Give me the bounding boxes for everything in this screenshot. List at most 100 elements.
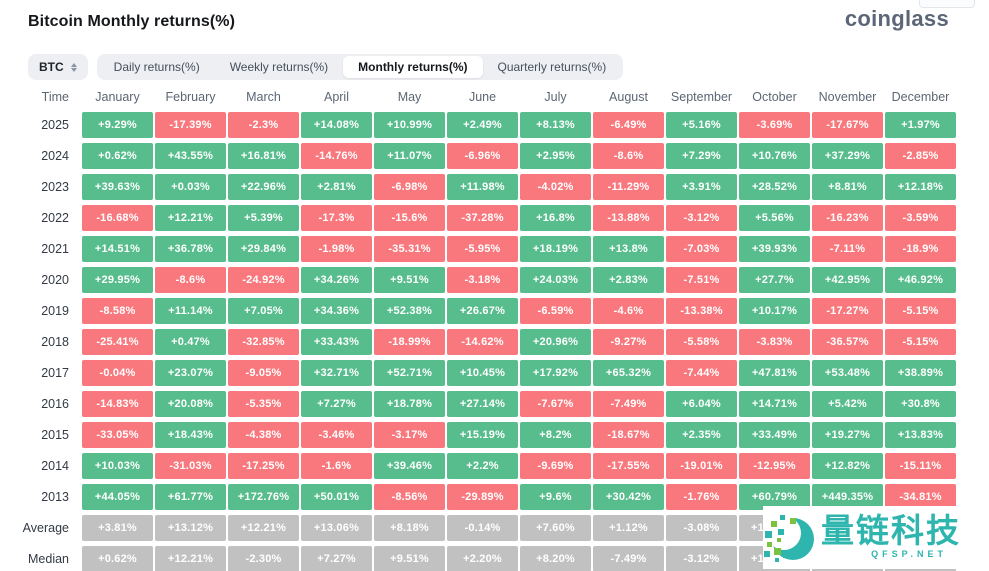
return-cell: -8.58% — [82, 298, 153, 324]
tab-quarterly[interactable]: Quarterly returns(%) — [497, 60, 607, 74]
return-cell: +10.03% — [82, 453, 153, 479]
return-cell: -36.57% — [812, 329, 883, 355]
row-label: 2014 — [41, 459, 69, 473]
return-cell: +8.13% — [520, 112, 591, 138]
return-cell: -8.6% — [155, 267, 226, 293]
return-cell: -24.92% — [228, 267, 299, 293]
return-cell: -6.96% — [447, 143, 518, 169]
return-cell: +12.18% — [885, 174, 956, 200]
return-cell: +10.76% — [739, 143, 810, 169]
return-cell: +16.8% — [520, 205, 591, 231]
return-cell: +15.19% — [447, 422, 518, 448]
return-cell: -7.44% — [666, 360, 737, 386]
watermark-subtext: QFSP.NET — [871, 549, 947, 559]
return-cell: +6.04% — [666, 391, 737, 417]
return-cell: +30.8% — [885, 391, 956, 417]
return-cell: -15.6% — [374, 205, 445, 231]
tab-monthly[interactable]: Monthly returns(%) — [343, 56, 483, 78]
return-cell: +9.51% — [374, 546, 445, 571]
return-cell: -14.62% — [447, 329, 518, 355]
return-cell: -18.9% — [885, 236, 956, 262]
month-header: April — [323, 90, 349, 104]
return-cell: -15.11% — [885, 453, 956, 479]
return-cell: +10.45% — [447, 360, 518, 386]
return-cell: +33.43% — [301, 329, 372, 355]
return-cell: -12.95% — [739, 453, 810, 479]
return-cell: -7.51% — [666, 267, 737, 293]
row-label: 2018 — [41, 335, 69, 349]
return-cell: -3.12% — [666, 205, 737, 231]
row-label: 2024 — [41, 149, 69, 163]
return-cell: -7.67% — [520, 391, 591, 417]
return-cell: -2.30% — [228, 546, 299, 571]
month-header: August — [609, 90, 648, 104]
return-cell: +18.43% — [155, 422, 226, 448]
row-label: 2019 — [41, 304, 69, 318]
return-cell: +11.14% — [155, 298, 226, 324]
return-cell: -3.83% — [739, 329, 810, 355]
return-cell: +10.99% — [374, 112, 445, 138]
tab-weekly[interactable]: Weekly returns(%) — [229, 60, 329, 74]
month-header: October — [752, 90, 797, 104]
return-cell: -3.17% — [374, 422, 445, 448]
return-cell: -1.6% — [301, 453, 372, 479]
return-cell: -3.69% — [739, 112, 810, 138]
coinglass-logo: coinglass — [844, 6, 949, 31]
return-cell: +18.78% — [374, 391, 445, 417]
return-cell: -34.81% — [885, 484, 956, 510]
return-cell: +12.21% — [155, 205, 226, 231]
return-cell: +2.20% — [447, 546, 518, 571]
return-cell: -7.49% — [593, 546, 664, 571]
return-cell: -4.38% — [228, 422, 299, 448]
return-cell: -18.67% — [593, 422, 664, 448]
return-cell: -14.76% — [301, 143, 372, 169]
returns-table: Time January February March April May June July… — [22, 89, 956, 571]
return-cell: -2.3% — [228, 112, 299, 138]
month-header: December — [891, 90, 950, 104]
symbol-select[interactable]: BTC — [28, 54, 88, 80]
return-cell: +32.71% — [301, 360, 372, 386]
return-cell: -1.98% — [301, 236, 372, 262]
truncated-top-button[interactable] — [919, 0, 975, 8]
return-cell: +61.77% — [155, 484, 226, 510]
return-cell: +20.96% — [520, 329, 591, 355]
return-cell: +7.05% — [228, 298, 299, 324]
return-cell: -3.12% — [666, 546, 737, 571]
return-cell: +39.63% — [82, 174, 153, 200]
return-cell: +12.82% — [812, 453, 883, 479]
watermark-logo-icon — [764, 514, 814, 562]
return-cell: +34.36% — [301, 298, 372, 324]
return-cell: +0.62% — [82, 546, 153, 571]
return-cell: -8.6% — [593, 143, 664, 169]
return-cell: +47.81% — [739, 360, 810, 386]
return-cell: -33.05% — [82, 422, 153, 448]
controls-bar: BTC Daily returns(%) Weekly returns(%) Mon… — [28, 54, 989, 80]
tab-daily[interactable]: Daily returns(%) — [113, 60, 200, 74]
return-cell: -6.98% — [374, 174, 445, 200]
row-label: 2015 — [41, 428, 69, 442]
return-cell: -17.27% — [812, 298, 883, 324]
return-cell: -2.85% — [885, 143, 956, 169]
return-cell: -4.02% — [520, 174, 591, 200]
return-cell: -37.28% — [447, 205, 518, 231]
return-cell: +3.81% — [82, 515, 153, 541]
return-cell: -18.99% — [374, 329, 445, 355]
return-cell: -13.38% — [666, 298, 737, 324]
return-cell: +9.6% — [520, 484, 591, 510]
return-cell: -17.25% — [228, 453, 299, 479]
return-cell: +449.35% — [812, 484, 883, 510]
return-cell: +2.95% — [520, 143, 591, 169]
updown-caret-icon — [70, 62, 77, 72]
return-cell: -19.01% — [666, 453, 737, 479]
return-cell: -8.56% — [374, 484, 445, 510]
return-cell: -3.59% — [885, 205, 956, 231]
return-cell: +2.49% — [447, 112, 518, 138]
return-cell: +7.27% — [301, 546, 372, 571]
return-cell: +0.47% — [155, 329, 226, 355]
row-label: Average — [22, 521, 69, 535]
return-cell: +2.83% — [593, 267, 664, 293]
month-header: June — [468, 90, 497, 104]
return-cell: +8.2% — [520, 422, 591, 448]
return-cell: +53.48% — [812, 360, 883, 386]
return-cell: -13.88% — [593, 205, 664, 231]
